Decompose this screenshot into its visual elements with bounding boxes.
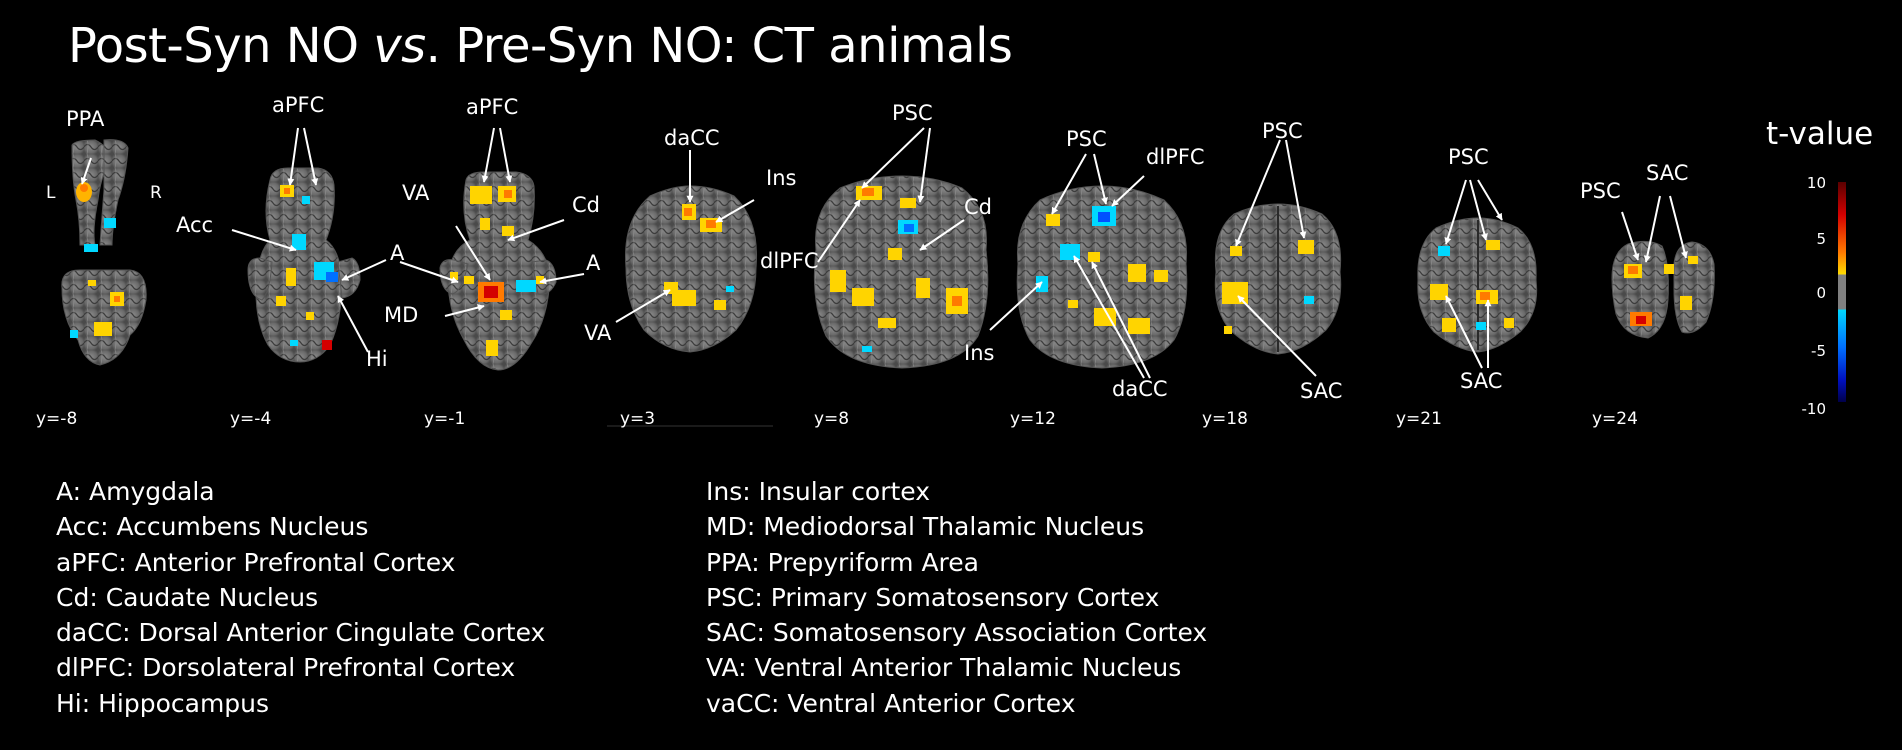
colorbar-tick-10: 10 — [1807, 174, 1826, 192]
colorbar-tick-0: 0 — [1816, 284, 1826, 302]
colorbar-gradient — [1838, 182, 1846, 402]
brain-slice-y3 — [625, 185, 758, 353]
label-hi: Hi — [366, 347, 388, 371]
label-psc-2: PSC — [1066, 127, 1107, 151]
brain-slice-y-1 — [439, 171, 557, 371]
slice-label-y18: y=18 — [1202, 409, 1248, 429]
legend-item: Cd: Caudate Nucleus — [56, 582, 319, 612]
label-ppa: PPA — [66, 107, 105, 131]
orientation-right-label: R — [150, 183, 162, 203]
brain-slice-y21 — [1417, 217, 1538, 353]
legend-item: vaCC: Ventral Anterior Cortex — [706, 688, 1076, 718]
slice-label-y12: y=12 — [1010, 409, 1056, 429]
slice-label-y-1: y=-1 — [424, 409, 465, 429]
legend-item: Hi: Hippocampus — [56, 688, 270, 718]
label-cd-1: Cd — [572, 193, 600, 217]
label-cd-2: Cd — [964, 195, 992, 219]
label-dlpfc-1: dlPFC — [760, 249, 819, 273]
brain-slice-y24 — [1611, 240, 1715, 339]
slice-y-labels: y=-8 y=-4 y=-1 y=3 y=8 y=12 y=18 y=21 y=… — [36, 409, 1638, 429]
legend-item: MD: Mediodorsal Thalamic Nucleus — [706, 512, 1145, 542]
label-va-1: VA — [402, 181, 430, 205]
brain-slice-y-4 — [247, 167, 361, 363]
label-acc: Acc — [176, 213, 213, 237]
legend-item: SAC: Somatosensory Association Cortex — [706, 618, 1208, 648]
orientation-left-label: L — [46, 183, 56, 203]
label-dacc-2: daCC — [1112, 377, 1168, 401]
slice-label-y24: y=24 — [1592, 409, 1638, 429]
colorbar-tick-5: 5 — [1816, 230, 1826, 248]
brain-slice-y8 — [813, 175, 989, 369]
title-italic: vs — [373, 18, 426, 74]
legend-item: A: Amygdala — [56, 477, 215, 506]
figure-title: Post-Syn NO vs. Pre-Syn NO: CT animals — [68, 18, 1013, 74]
legend-item: Acc: Accumbens Nucleus — [56, 512, 369, 542]
label-ins-1: Ins — [766, 166, 796, 190]
slice-label-y8: y=8 — [814, 409, 849, 429]
label-ins-2: Ins — [964, 341, 994, 365]
colorbar: 10 5 0 -5 -10 — [1802, 174, 1846, 418]
legend-item: daCC: Dorsal Anterior Cingulate Cortex — [56, 618, 546, 648]
colorbar-tick-neg10: -10 — [1802, 400, 1827, 418]
label-psc-4: PSC — [1448, 145, 1489, 169]
slice-label-y-4: y=-4 — [230, 409, 271, 429]
colorbar-title: t-value — [1766, 116, 1874, 152]
colorbar-tick-neg5: -5 — [1811, 342, 1826, 360]
legend-item: PSC: Primary Somatosensory Cortex — [706, 582, 1160, 612]
title-part-2: . Pre-Syn NO: CT animals — [425, 18, 1013, 74]
label-dlpfc-2: dlPFC — [1146, 145, 1205, 169]
slice-label-y-8: y=-8 — [36, 409, 77, 429]
label-sac-1: SAC — [1300, 379, 1342, 403]
legend-item: Ins: Insular cortex — [706, 477, 931, 506]
brain-slice-y-8 — [61, 139, 147, 366]
legend-right: Ins: Insular cortex MD: Mediodorsal Thal… — [706, 474, 1207, 721]
brain-slice-y18 — [1214, 203, 1342, 355]
slice-label-y3: y=3 — [620, 409, 655, 429]
label-psc-1: PSC — [892, 101, 933, 125]
legend-item: PPA: Prepyriform Area — [706, 547, 979, 577]
label-md: MD — [384, 303, 418, 327]
region-labels: PPA L R aPFC Acc A Hi aPFC VA Cd A MD A … — [46, 93, 1688, 403]
label-sac-3: SAC — [1646, 161, 1688, 185]
legend-left: A: Amygdala Acc: Accumbens Nucleus aPFC:… — [56, 474, 545, 721]
legend-item: dlPFC: Dorsolateral Prefrontal Cortex — [56, 653, 516, 683]
title-part-1: Post-Syn NO — [68, 18, 374, 74]
label-psc-5: PSC — [1580, 179, 1621, 203]
label-va-2: VA — [584, 321, 612, 345]
label-dacc-1: daCC — [664, 126, 720, 150]
legend-item: aPFC: Anterior Prefrontal Cortex — [56, 547, 456, 577]
legend-item: VA: Ventral Anterior Thalamic Nucleus — [706, 653, 1182, 683]
slice-label-y21: y=21 — [1396, 409, 1442, 429]
label-apfc-1: aPFC — [272, 93, 324, 117]
label-psc-3: PSC — [1262, 119, 1303, 143]
annotation-arrows — [80, 127, 1688, 379]
label-a-1: A — [390, 241, 405, 265]
label-a-2: A — [586, 251, 601, 275]
brain-slice-y12 — [1016, 185, 1188, 369]
label-sac-2: SAC — [1460, 369, 1502, 393]
label-apfc-2: aPFC — [466, 95, 518, 119]
